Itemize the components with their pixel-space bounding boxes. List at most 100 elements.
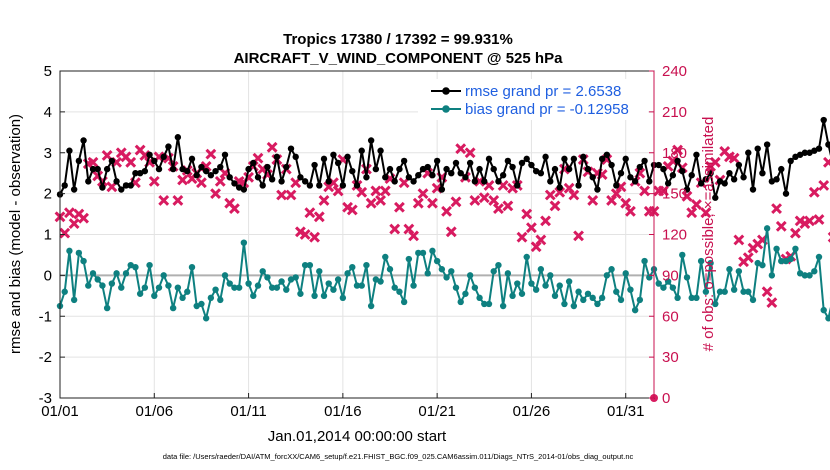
bias-point [155,284,163,291]
y-right-tick-label: 150 [662,186,687,203]
rmse-point [207,172,215,179]
bias-point [424,270,431,277]
bias-point [99,282,106,289]
rmse-point [311,161,318,169]
x-tick-label: 01/31 [607,403,645,420]
y-tick-label: 2 [44,186,52,203]
obs-assimilated-marker [196,177,207,189]
rmse-point [433,157,441,165]
obs-assimilated-marker [535,234,547,246]
obs-assimilated-marker [309,231,320,243]
rmse-point [155,165,163,173]
bias-point [391,284,398,291]
bias-point [386,266,394,273]
rmse-point [655,161,662,169]
rmse-point [537,169,545,177]
bias-point [165,282,172,289]
rmse-point [66,147,73,154]
y-tick-label: -2 [39,349,52,366]
obs-assimilated-marker [587,195,599,206]
rmse-point [476,165,483,173]
bias-point [532,286,540,293]
bias-point [759,261,766,269]
obs-assimilated-marker [172,195,184,206]
bias-point [627,286,634,293]
obs-assimilated-marker [766,297,778,309]
rmse-point [471,178,479,185]
rmse-point [382,174,389,181]
rmse-point [481,178,488,185]
bias-point [778,257,785,265]
obs-assimilated-marker [568,189,580,201]
bias-point [613,288,620,295]
bias-point [235,284,243,291]
bias-point [570,302,578,310]
bias-point [70,296,78,304]
bias-point [707,259,714,267]
rmse-point [174,134,182,141]
bias-point [735,268,743,275]
bias-point [499,302,507,310]
bias-point [466,272,474,279]
rmse-point [268,176,276,183]
rmse-point [726,169,733,177]
bias-point [641,257,648,265]
bias-point [801,272,809,279]
obs-assimilated-marker [375,195,386,206]
legend: rmse grand pr = 2.6538 bias grand pr = -… [418,79,648,120]
bias-point [617,296,625,304]
rmse-point [169,165,177,173]
bias-point [443,274,450,281]
bias-point [179,294,186,302]
bias-point [330,286,337,293]
bias-point [405,255,413,263]
bias-point [108,280,116,287]
legend-box [418,79,648,120]
rmse-point [452,159,460,167]
rmse-point [603,151,611,158]
obs-assimilated-marker [290,177,302,189]
rmse-point [551,165,559,173]
rmse-point [259,182,266,189]
bias-point [400,298,408,306]
bias-point [716,288,724,295]
rmse-point [759,169,766,177]
rmse-point [405,174,413,181]
rmse-point [410,178,417,185]
y-right-tick-label: 0 [662,390,670,407]
obs-assimilated-marker [672,144,683,156]
obs-assimilated-marker [808,186,820,198]
rmse-point [353,182,361,189]
bias-point [245,280,252,287]
rmse-point [264,163,271,171]
rmse-point [127,182,134,189]
bias-point [344,270,351,277]
bias-point [75,249,83,257]
obs-assimilated-marker [158,195,170,206]
rmse-series [56,116,830,201]
bias-point [141,284,149,291]
rmse-point [584,165,592,173]
obs-assimilated-marker [804,215,815,227]
rmse-point [697,180,705,187]
obs-assimilated-marker [790,227,801,239]
obs-assimilated-marker [700,207,712,219]
rmse-point [693,151,700,158]
bias-point [316,268,323,275]
rmse-point [391,178,398,185]
bias-point [160,272,167,279]
obs-assimilated-marker [276,189,287,201]
bias-point [745,288,752,295]
rmse-point [358,147,365,154]
rmse-point [202,167,210,175]
rmse-point [372,165,380,173]
rmse-point [490,165,497,173]
obs-assimilated-marker [365,197,377,209]
obs-assimilated-marker [389,223,401,235]
rmse-point [89,165,97,173]
rmse-point [679,167,686,175]
rmse-point [75,157,83,165]
rmse-point [509,163,516,171]
obs-assimilated-marker [87,156,99,168]
rmse-point [160,153,167,161]
